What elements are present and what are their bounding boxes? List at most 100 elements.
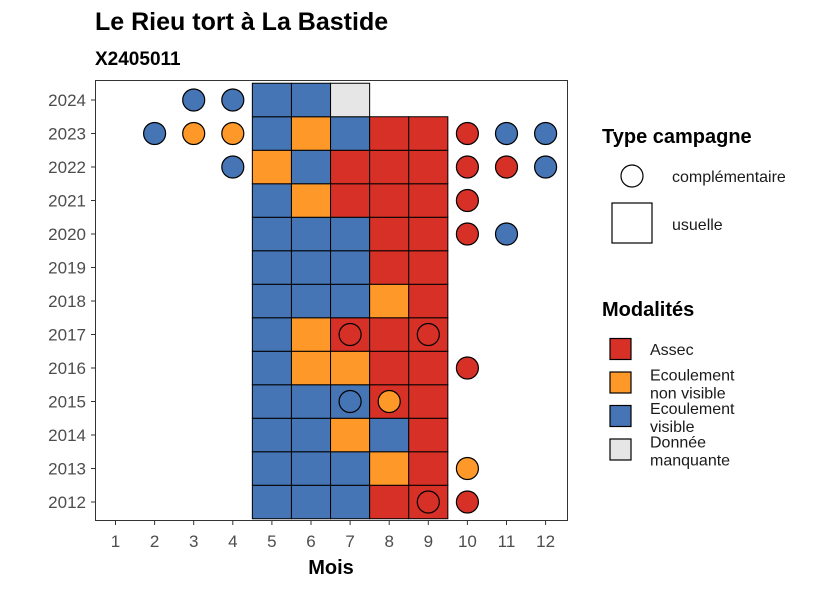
- tile-2018-8: [369, 283, 410, 319]
- x-tick-label: 10: [458, 532, 477, 551]
- tile-2021-6: [290, 183, 332, 218]
- tile-2013-7: [330, 451, 371, 486]
- point-2023-2: [143, 121, 167, 146]
- tile-2017-6: [290, 317, 332, 352]
- tile-2021-5: [251, 183, 292, 218]
- points-layer: [143, 88, 558, 514]
- point-2022-10: [455, 155, 479, 179]
- chart-subtitle: X2405011: [95, 49, 181, 70]
- point-2023-3: [182, 121, 206, 146]
- point-2023-11: [494, 121, 519, 146]
- legend-shape-label-usuelle: usuelle: [672, 217, 723, 234]
- tiles-layer: [251, 82, 449, 520]
- y-axis: 2012 2013 2014 2015 2016 2017 2018 2019 2020 2021…: [48, 91, 96, 512]
- point-2023-4: [221, 121, 245, 146]
- legend-circle-swatch: [620, 164, 644, 188]
- legend-swatch-ecoulement_non_visible: [609, 371, 632, 394]
- legend-swatch-donnee_manquante: [609, 438, 632, 461]
- y-tick-label: 2014: [48, 426, 86, 445]
- y-tick-label: 2019: [48, 259, 86, 278]
- tile-2022-6: [290, 149, 332, 185]
- x-tick-label: 12: [536, 532, 555, 551]
- tile-2013-5: [251, 451, 292, 486]
- tile-2016-7: [330, 350, 371, 386]
- tile-2017-5: [251, 317, 292, 352]
- y-tick-label: 2016: [48, 359, 86, 378]
- y-tick-label: 2020: [48, 225, 86, 244]
- tile-2023-7: [330, 116, 371, 151]
- tile-2024-7: [330, 82, 371, 118]
- tile-2022-5: [251, 149, 292, 185]
- tile-2022-9: [408, 149, 449, 185]
- tile-2016-8: [369, 350, 410, 386]
- tile-2013-9: [408, 451, 449, 486]
- legend-label-ecoulement_non_visible: non visible: [650, 386, 726, 403]
- tile-2012-7: [330, 484, 371, 520]
- point-2013-10: [455, 456, 479, 481]
- legend-swatch-ecoulement_visible: [609, 404, 632, 428]
- tile-2019-7: [330, 250, 371, 285]
- tile-2020-6: [290, 216, 332, 252]
- x-tick-label: 4: [228, 532, 237, 551]
- tile-2014-8: [369, 417, 410, 453]
- tile-2023-8: [369, 116, 410, 151]
- tile-2016-5: [251, 350, 292, 386]
- legend-square-swatch: [611, 202, 653, 244]
- x-tick-label: 2: [150, 532, 159, 551]
- tile-2021-7: [330, 183, 371, 218]
- tile-2014-7: [330, 417, 371, 453]
- tile-2012-5: [251, 484, 292, 520]
- tile-2022-7: [330, 149, 371, 185]
- tile-2018-6: [290, 283, 332, 319]
- tile-2024-5: [251, 82, 292, 118]
- point-2022-4: [221, 155, 245, 179]
- y-tick-label: 2024: [48, 91, 86, 110]
- tile-2018-7: [330, 283, 371, 319]
- tile-2020-7: [330, 216, 371, 252]
- tile-2019-6: [290, 250, 332, 285]
- point-2023-12: [533, 121, 558, 146]
- tile-2015-9: [408, 384, 449, 419]
- y-tick-label: 2018: [48, 292, 86, 311]
- tile-2023-6: [290, 116, 332, 151]
- point-2016-10: [455, 356, 479, 380]
- tile-2018-5: [251, 283, 292, 319]
- tile-2013-8: [369, 451, 410, 486]
- legend-label-ecoulement_visible: Ecoulement: [650, 401, 735, 418]
- point-2020-11: [494, 222, 519, 246]
- x-tick-label: 5: [267, 532, 276, 551]
- tile-2015-6: [290, 384, 332, 419]
- y-tick-label: 2021: [48, 192, 86, 211]
- legend-shape-item-usuelle: usuelle: [611, 202, 723, 244]
- tile-2020-8: [369, 216, 410, 252]
- legend-swatch-assec: [609, 337, 632, 361]
- y-tick-label: 2022: [48, 158, 86, 177]
- tile-2015-5: [251, 384, 292, 419]
- y-tick-label: 2017: [48, 326, 86, 345]
- tile-2014-6: [290, 417, 332, 453]
- tile-2016-9: [408, 350, 449, 386]
- tile-2019-9: [408, 250, 449, 285]
- tile-2021-8: [369, 183, 410, 218]
- point-2021-10: [455, 188, 479, 213]
- legend-shape-title: Type campagne: [602, 126, 752, 148]
- y-tick-label: 2013: [48, 460, 86, 479]
- tile-2023-5: [251, 116, 292, 151]
- point-2022-11: [494, 155, 519, 179]
- tile-2016-6: [290, 350, 332, 386]
- tile-2019-5: [251, 250, 292, 285]
- tile-2014-5: [251, 417, 292, 453]
- y-tick-label: 2023: [48, 125, 86, 144]
- tile-2024-6: [290, 82, 332, 118]
- legend-label-assec: Assec: [650, 342, 694, 359]
- x-axis: 1 2 3 4 5 6 7 8 9 10 11 12: [111, 520, 555, 551]
- point-2015-8: [377, 389, 401, 414]
- point-2022-12: [533, 155, 558, 179]
- tile-2020-9: [408, 216, 449, 252]
- point-2024-3: [182, 88, 206, 112]
- legend-label-ecoulement_non_visible: Ecoulement: [650, 368, 735, 385]
- x-tick-label: 9: [424, 532, 433, 551]
- x-tick-label: 6: [306, 532, 315, 551]
